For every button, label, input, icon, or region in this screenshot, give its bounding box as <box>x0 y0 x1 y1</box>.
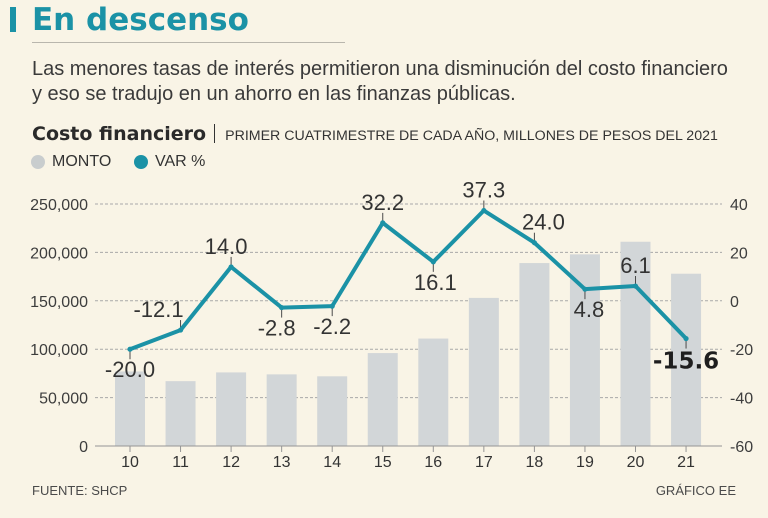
x-tick-label-12: 12 <box>222 454 240 471</box>
heading-separator <box>214 124 216 143</box>
bar-monto-21 <box>671 273 702 446</box>
x-tick-label-15: 15 <box>374 454 392 471</box>
var-label-18: 24.0 <box>522 210 565 235</box>
point-var-12 <box>228 264 234 270</box>
var-label-12: 14.0 <box>205 234 248 259</box>
x-tick-label-13: 13 <box>273 454 291 471</box>
point-var-19 <box>582 286 588 292</box>
var-label-13: -2.8 <box>258 316 296 341</box>
subtitle-line-1: Las menores tasas de interés permitieron… <box>32 58 728 80</box>
y-left-tick-label-0: 0 <box>79 439 88 456</box>
point-var-13 <box>279 304 285 311</box>
legend-item-var: VAR % <box>134 152 205 172</box>
legend-item-monto: MONTO <box>31 152 111 172</box>
var-label-21: -15.6 <box>653 349 719 375</box>
var-label-17: 37.3 <box>462 178 505 203</box>
y-right-tick-label-5: 40 <box>730 197 748 214</box>
legend-label-var: VAR % <box>155 153 206 170</box>
title-accent-bar <box>10 7 16 32</box>
y-left-tick-label-3: 150,000 <box>30 294 88 311</box>
bar-monto-14 <box>317 376 348 446</box>
point-var-17 <box>481 207 487 214</box>
bar-series-monto <box>115 241 702 446</box>
gridlines <box>95 203 722 399</box>
legend-swatch-var <box>134 155 148 169</box>
label-connectors <box>129 200 687 360</box>
x-axis: 10 11 12 13 14 15 16 17 18 19 20 21 <box>95 445 722 471</box>
y-right-tick-label-0: -60 <box>730 439 753 456</box>
var-label-16: 16.1 <box>414 270 457 295</box>
y-right-tick-label-3: 0 <box>730 294 739 311</box>
chart-heading: Costo financiero PRIMER CUATRIMESTRE DE C… <box>32 122 718 148</box>
bar-monto-18 <box>519 263 550 446</box>
var-label-14: -2.2 <box>313 314 351 339</box>
subtitle-line-2: y eso se tradujo en un ahorro en las fin… <box>32 83 516 105</box>
page-subtitle: Las menores tasas de interés permitieron… <box>32 57 728 107</box>
bar-monto-20 <box>620 241 651 446</box>
chart-subtitle: PRIMER CUATRIMESTRE DE CADA AÑO, MILLONE… <box>225 128 718 144</box>
var-label-19: 4.8 <box>574 297 605 322</box>
var-label-20: 6.1 <box>620 253 651 278</box>
var-label-10: -20.0 <box>105 357 155 382</box>
source-note: FUENTE: SHCP <box>32 483 128 498</box>
chart-legend: MONTO VAR % <box>31 152 231 172</box>
y-right-tick-label-4: 20 <box>730 245 748 262</box>
x-tick-label-10: 10 <box>121 454 139 471</box>
y-left-tick-label-5: 250,000 <box>30 197 88 214</box>
y-left-tick-label-2: 100,000 <box>30 342 88 359</box>
var-label-11: -12.1 <box>133 297 183 322</box>
point-var-16 <box>430 259 436 265</box>
title-divider <box>32 42 345 43</box>
bar-monto-17 <box>468 297 499 446</box>
bar-monto-12 <box>216 372 247 446</box>
x-tick-label-11: 11 <box>172 454 189 471</box>
x-tick-label-16: 16 <box>424 454 442 471</box>
x-tick-label-19: 19 <box>576 454 594 471</box>
point-var-15 <box>380 220 386 226</box>
point-var-14 <box>329 303 335 309</box>
y-left-tick-label-4: 200,000 <box>30 245 88 262</box>
chart-title: Costo financiero <box>32 123 207 145</box>
page-title: En descenso <box>32 2 249 38</box>
point-var-21 <box>683 335 689 342</box>
point-var-20 <box>632 283 639 289</box>
legend-label-monto: MONTO <box>52 153 112 170</box>
bar-monto-19 <box>569 254 600 446</box>
y-axis-left: 0 50,000 100,000 150,000 200,000 250,000 <box>30 197 88 456</box>
y-axis-right: -60 -40 -20 0 20 40 <box>730 197 753 456</box>
legend-swatch-monto <box>31 155 45 169</box>
x-tick-label-17: 17 <box>475 454 493 471</box>
var-data-labels: -20.0 -12.1 14.0 -2.8 -2.2 32.2 16.1 37.3 24.0 4.… <box>105 178 719 383</box>
bar-monto-13 <box>266 374 297 446</box>
bar-monto-16 <box>418 338 449 446</box>
bar-monto-10 <box>115 371 145 446</box>
point-var-10 <box>127 346 133 352</box>
point-var-11 <box>177 327 184 333</box>
graphic-credit: GRÁFICO EE <box>655 483 736 498</box>
line-var-pct <box>128 208 689 352</box>
x-tick-label-18: 18 <box>526 454 544 471</box>
y-right-tick-label-2: -20 <box>730 342 753 359</box>
x-tick-label-14: 14 <box>323 454 341 471</box>
bar-monto-11 <box>165 381 196 446</box>
y-right-tick-label-1: -40 <box>730 391 753 408</box>
var-label-15: 32.2 <box>361 190 404 215</box>
y-left-tick-label-1: 50,000 <box>39 391 88 408</box>
x-tick-label-20: 20 <box>627 454 645 471</box>
bar-monto-15 <box>367 353 398 446</box>
point-var-18 <box>531 240 538 246</box>
var-points <box>127 207 689 352</box>
x-tick-label-21: 21 <box>677 454 695 471</box>
